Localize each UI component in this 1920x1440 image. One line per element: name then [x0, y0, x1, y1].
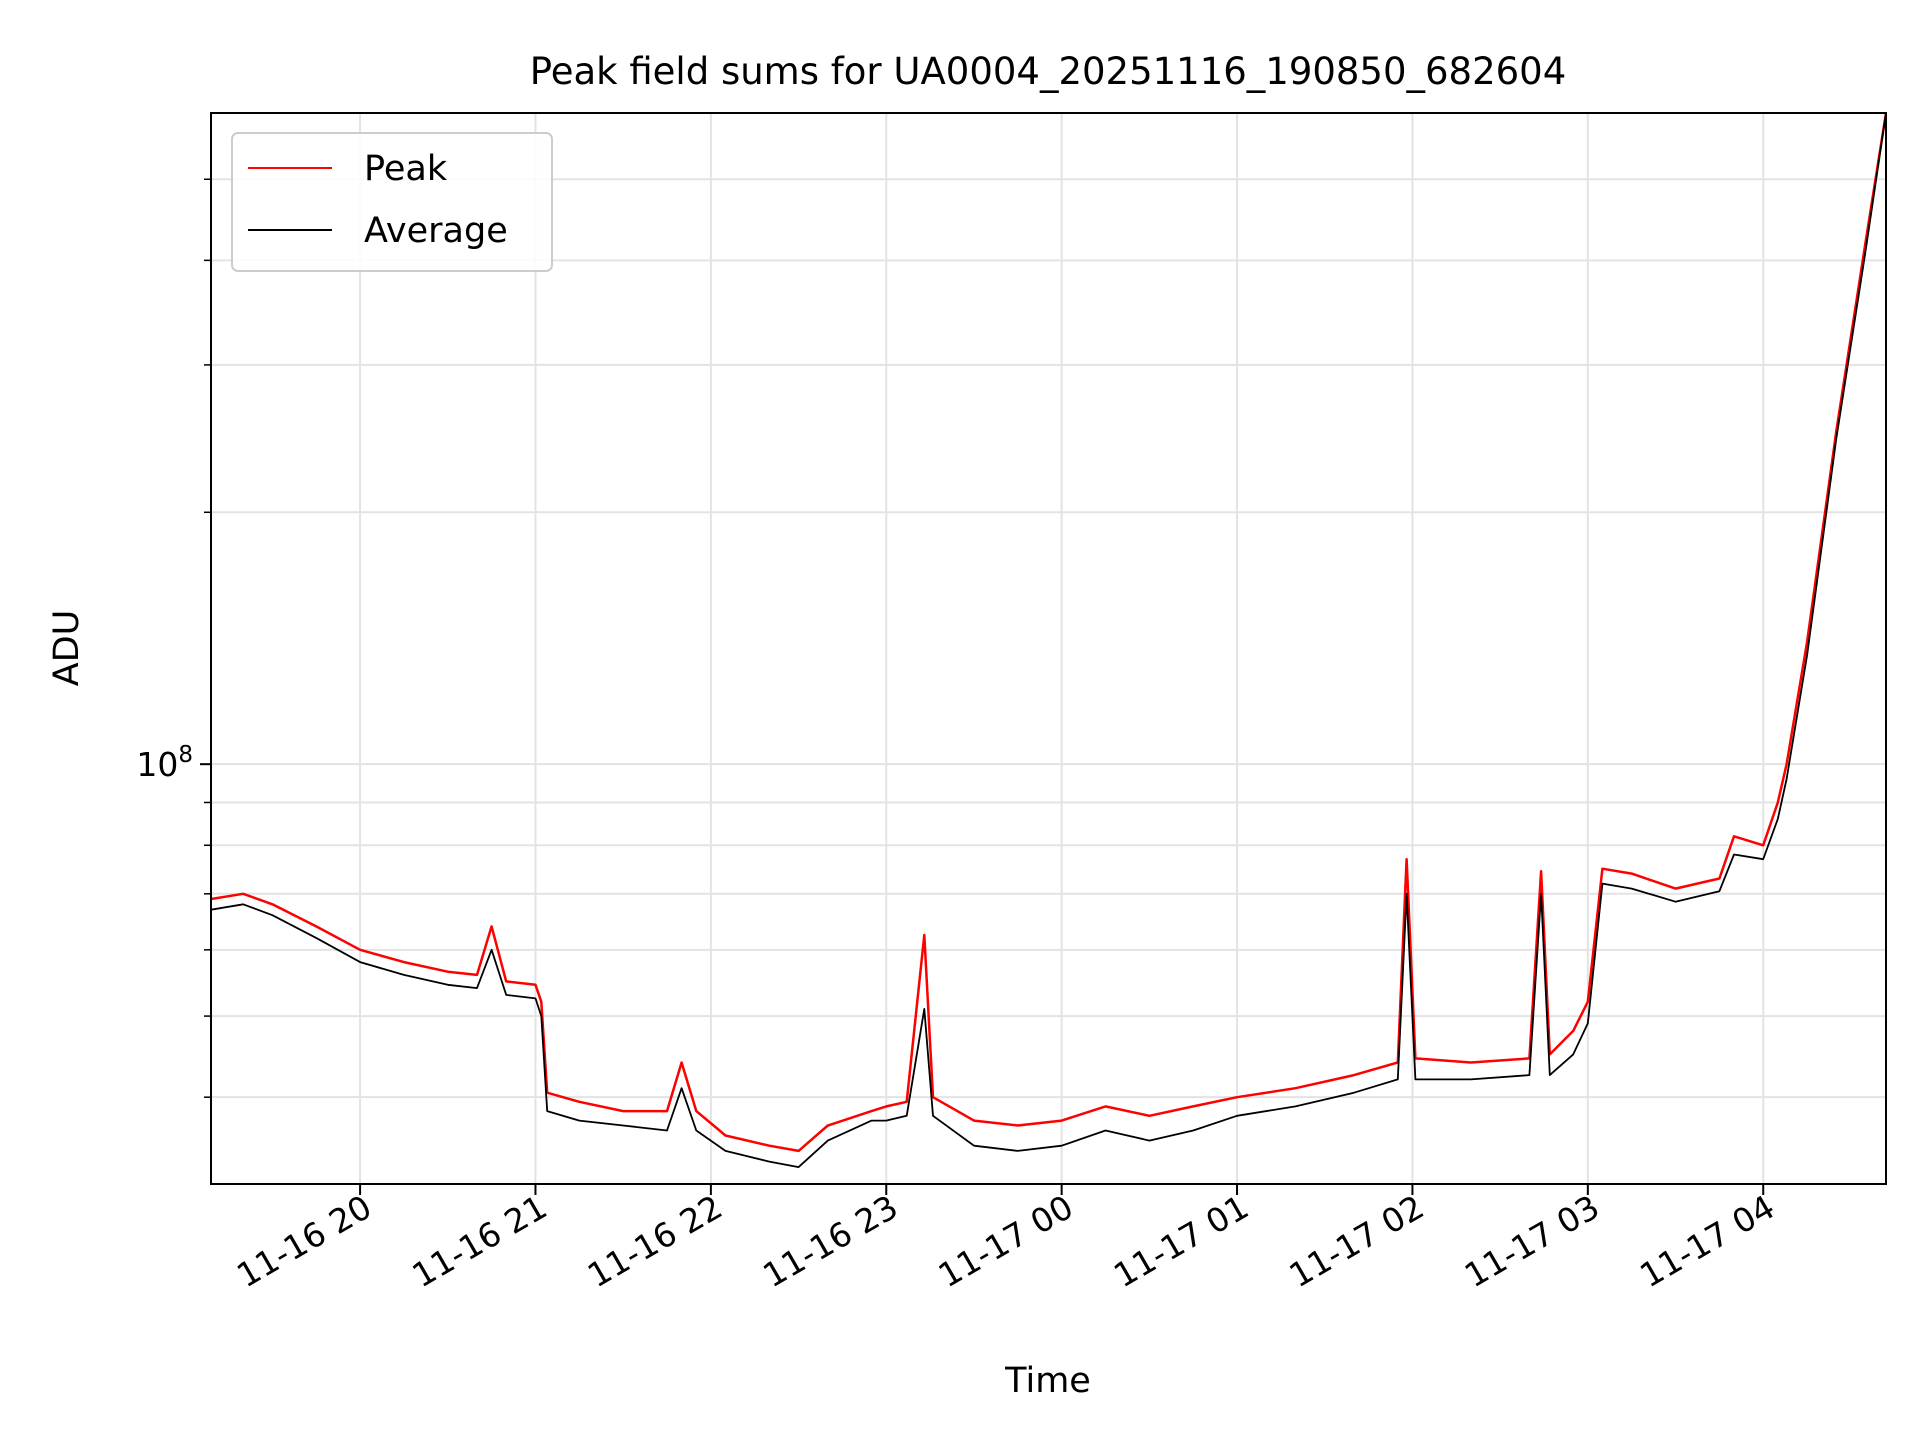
x-axis-label: Time [1004, 1361, 1091, 1401]
y-tick-label: 108 [136, 742, 193, 784]
legend: Peak Average [231, 132, 553, 272]
legend-label-peak: Peak [364, 149, 448, 189]
y-tick-label-base: 10 [136, 745, 178, 784]
legend-label-average: Average [364, 211, 508, 251]
series-line-peak [211, 113, 1886, 1153]
y-axis: 108 [136, 178, 211, 1098]
series-layer [211, 113, 1886, 1168]
y-tick-label-exponent: 8 [178, 742, 193, 768]
chart-title: Peak field sums for UA0004_20251116_1908… [530, 50, 1567, 93]
series-line-average [211, 113, 1886, 1168]
y-axis-label: ADU [47, 610, 87, 687]
plot-frame [210, 112, 1887, 1185]
grid-layer [211, 113, 1886, 1184]
